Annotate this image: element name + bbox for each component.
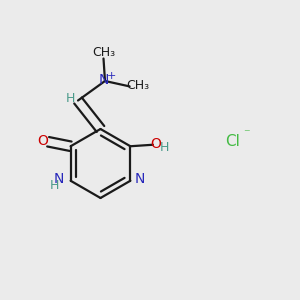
Text: H: H bbox=[66, 92, 75, 106]
Text: O: O bbox=[37, 134, 48, 148]
Text: CH₃: CH₃ bbox=[92, 46, 115, 59]
Text: N: N bbox=[134, 172, 145, 186]
Text: N: N bbox=[54, 172, 64, 186]
Text: CH₃: CH₃ bbox=[126, 79, 150, 92]
Text: H: H bbox=[50, 179, 59, 192]
Text: H: H bbox=[160, 141, 170, 154]
Text: ⁻: ⁻ bbox=[243, 127, 250, 140]
Text: +: + bbox=[107, 70, 116, 81]
Text: O: O bbox=[150, 137, 161, 151]
Text: N: N bbox=[98, 73, 109, 87]
Text: Cl: Cl bbox=[225, 134, 240, 148]
